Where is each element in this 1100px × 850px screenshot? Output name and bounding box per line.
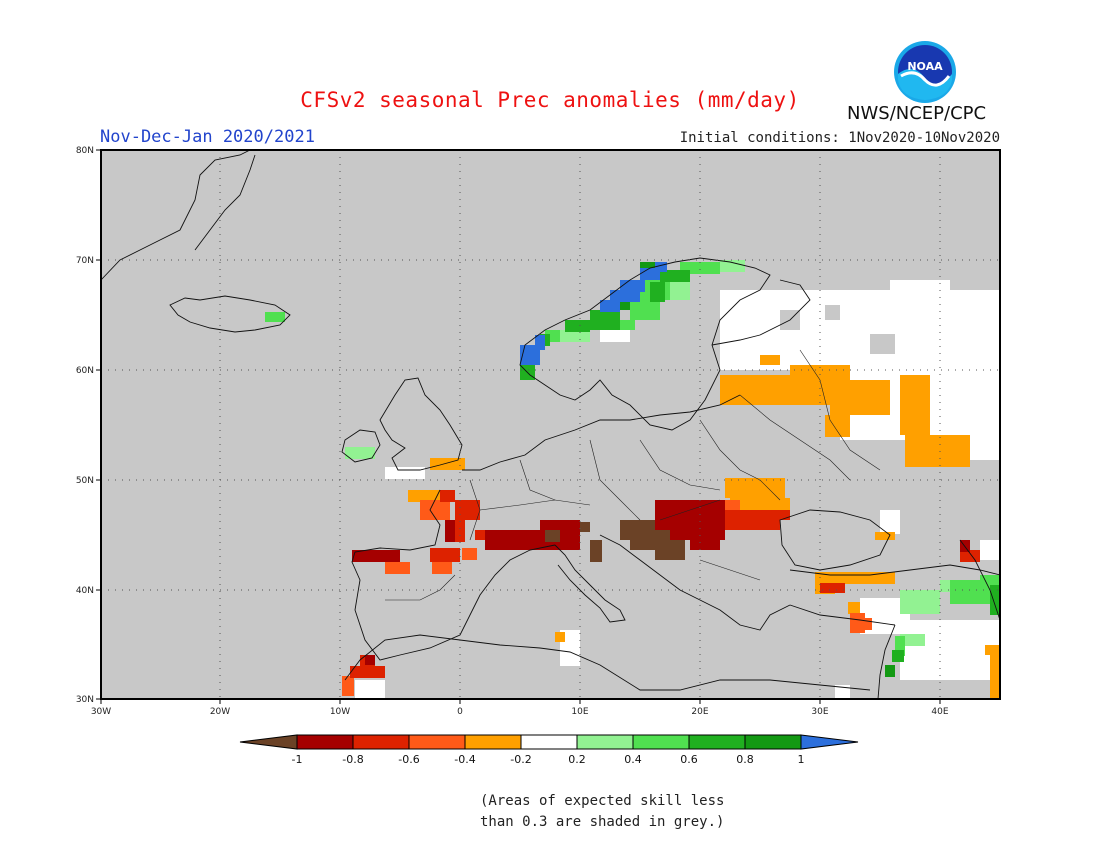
skill-note-line-1: (Areas of expected skill less <box>480 793 725 809</box>
colorbar-label: 0.4 <box>624 753 642 766</box>
map-frame <box>100 149 1001 700</box>
lon-label-20w: 20W <box>210 707 230 717</box>
lightred-cells <box>342 500 872 696</box>
anomaly-cells <box>265 260 1000 699</box>
blue-cells <box>520 262 667 365</box>
tick-marks <box>96 149 941 704</box>
colorbar-box-7 <box>632 734 690 750</box>
colorbar-label: -0.8 <box>342 753 363 766</box>
lon-label-40e: 40E <box>931 707 948 717</box>
country-borders <box>385 349 881 601</box>
lat-label-70n: 70N <box>76 256 94 266</box>
lat-label-80n: 80N <box>76 146 94 156</box>
colorbar-label: -0.6 <box>398 753 419 766</box>
lon-label-0: 0 <box>457 707 463 717</box>
colorbar-box-8 <box>688 734 746 750</box>
chart-title: CFSv2 seasonal Prec anomalies (mm/day) <box>300 88 800 112</box>
brown-cells <box>545 520 685 562</box>
lon-labels: 30W 20W 10W 0 10E 20E 30E 40E <box>91 707 949 717</box>
colorbar-label: -1 <box>292 753 303 766</box>
skill-note: (Areas of expected skill less than 0.3 a… <box>480 791 724 833</box>
lon-label-30e: 30E <box>811 707 828 717</box>
colorbar-box-3 <box>408 734 466 750</box>
colorbar-label: 0.6 <box>680 753 698 766</box>
colorbar-box-1 <box>296 734 354 750</box>
lat-label-60n: 60N <box>76 366 94 376</box>
lat-label-30n: 30N <box>76 695 94 705</box>
colorbar-box-9 <box>744 734 802 750</box>
lat-labels: 80N 70N 60N 50N 40N 30N <box>76 146 94 705</box>
colorbar-label: -0.4 <box>454 753 475 766</box>
agency-label: NWS/NCEP/CPC <box>847 103 987 124</box>
skill-note-line-2: than 0.3 are shaded in grey.) <box>480 814 725 830</box>
lat-label-50n: 50N <box>76 476 94 486</box>
lon-label-20e: 20E <box>691 707 708 717</box>
colorbar-label: 0.8 <box>736 753 754 766</box>
noaa-logo-icon: NOAA <box>894 41 956 103</box>
lon-label-10e: 10E <box>571 707 588 717</box>
season-label: Nov-Dec-Jan 2020/2021 <box>100 127 315 147</box>
logo-text: NOAA <box>907 60 943 73</box>
lat-label-40n: 40N <box>76 586 94 596</box>
colorbar-box-5 <box>520 734 578 750</box>
graticule <box>101 150 1000 699</box>
colorbar-label: -0.2 <box>510 753 531 766</box>
lon-label-30w: 30W <box>91 707 111 717</box>
lon-label-10w: 10W <box>330 707 350 717</box>
initial-conditions-label: Initial conditions: 1Nov2020-10Nov2020 <box>679 130 1000 146</box>
colorbar-label: 0.2 <box>568 753 586 766</box>
green-cells <box>265 262 1000 656</box>
colorbar-labels: -1 -0.8 -0.6 -0.4 -0.2 0.2 0.4 0.6 0.8 1 <box>292 753 805 766</box>
coastlines <box>101 150 1000 699</box>
colorbar-label: 1 <box>798 753 805 766</box>
colorbar-high-arrow <box>800 734 859 750</box>
colorbar-low-arrow <box>239 734 298 750</box>
orange-cells <box>408 355 1000 699</box>
colorbar-box-6 <box>576 734 634 750</box>
colorbar-box-2 <box>352 734 410 750</box>
colorbar <box>239 734 859 750</box>
colorbar-box-4 <box>464 734 522 750</box>
